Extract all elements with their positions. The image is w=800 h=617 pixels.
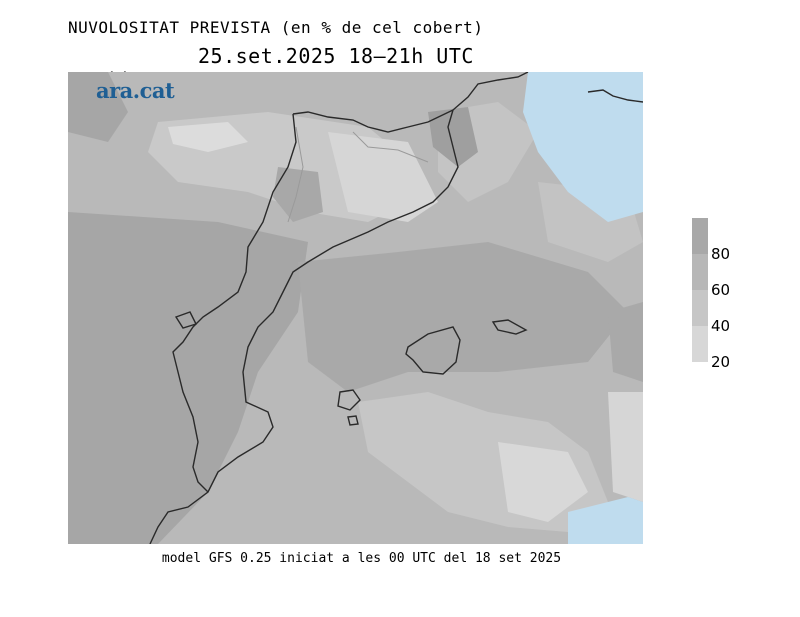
legend-label-60: 60 <box>711 281 731 299</box>
cloud-heavy-northwest <box>68 72 128 142</box>
clear-sky-northeast <box>523 72 643 222</box>
legend-swatch-80 <box>692 218 708 254</box>
cloud-low-south <box>498 442 588 522</box>
legend-swatch-60 <box>692 254 708 290</box>
ara-cat-logo: ara.cat <box>96 78 175 103</box>
legend-label-20: 20 <box>711 353 731 371</box>
internal-borders <box>287 126 429 223</box>
coastlines <box>149 72 643 544</box>
cloud-heavy-east <box>608 302 643 382</box>
cloud-heavy-west <box>68 212 308 544</box>
legend-swatch-40 <box>692 290 708 326</box>
cloud-cover-legend <box>692 218 708 362</box>
map-title: NUVOLOSITAT PREVISTA (en % de cel cobert… <box>68 18 484 37</box>
cloud-low-southeast <box>608 392 643 502</box>
cloud-heavy-patch-north <box>428 107 478 167</box>
forecast-datetime: 25.set.2025 18–21h UTC <box>198 44 474 68</box>
clear-sky-southeast <box>568 497 643 544</box>
legend-swatch-20 <box>692 326 708 362</box>
legend-label-40: 40 <box>711 317 731 335</box>
cloud-heavy-patch-center <box>273 167 323 222</box>
cloud-cover-map <box>68 72 643 544</box>
model-info: model GFS 0.25 iniciat a les 00 UTC del … <box>161 551 562 566</box>
cloud-low-pyrenees <box>168 122 248 152</box>
legend-label-80: 80 <box>711 245 731 263</box>
cloud-heavy-sea <box>298 242 628 392</box>
